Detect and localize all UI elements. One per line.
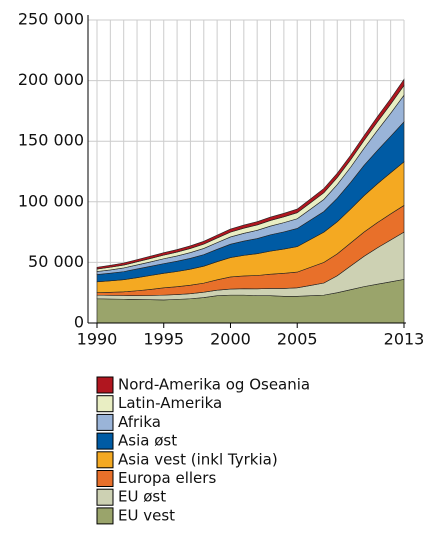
y-tick-label: 100 000 (18, 191, 84, 210)
legend-label: Afrika (118, 413, 161, 431)
x-tick-label: 2013 (384, 330, 425, 349)
y-tick-label: 200 000 (18, 70, 84, 89)
x-tick-label: 2005 (277, 330, 318, 349)
legend-label: Latin-Amerika (118, 394, 222, 412)
y-tick-label: 250 000 (18, 10, 84, 29)
legend-swatch (96, 470, 114, 487)
area (96, 78, 405, 270)
y-tick-label: 50 000 (28, 252, 84, 271)
x-tick-label: 2000 (210, 330, 251, 349)
legend-swatch (96, 395, 114, 413)
y-tick-label: 0 (74, 313, 84, 332)
legend-label: EU vest (118, 506, 175, 524)
legend-label: Europa ellers (118, 469, 216, 487)
legend-swatch (96, 507, 114, 525)
legend-label: Asia øst (118, 432, 177, 450)
legend-label: Nord-Amerika og Oseania (118, 376, 310, 394)
legend-swatch (96, 451, 114, 469)
legend-swatch (96, 488, 114, 506)
x-tick-label: 1990 (77, 330, 118, 349)
legend-swatch (96, 432, 114, 450)
x-tick-label: 1995 (143, 330, 184, 349)
legend-label: EU øst (118, 488, 166, 506)
legend-label: Asia vest (inkl Tyrkia) (118, 450, 278, 468)
legend-swatch (96, 413, 114, 431)
y-tick-label: 150 000 (18, 131, 84, 150)
legend-swatch (96, 376, 114, 394)
